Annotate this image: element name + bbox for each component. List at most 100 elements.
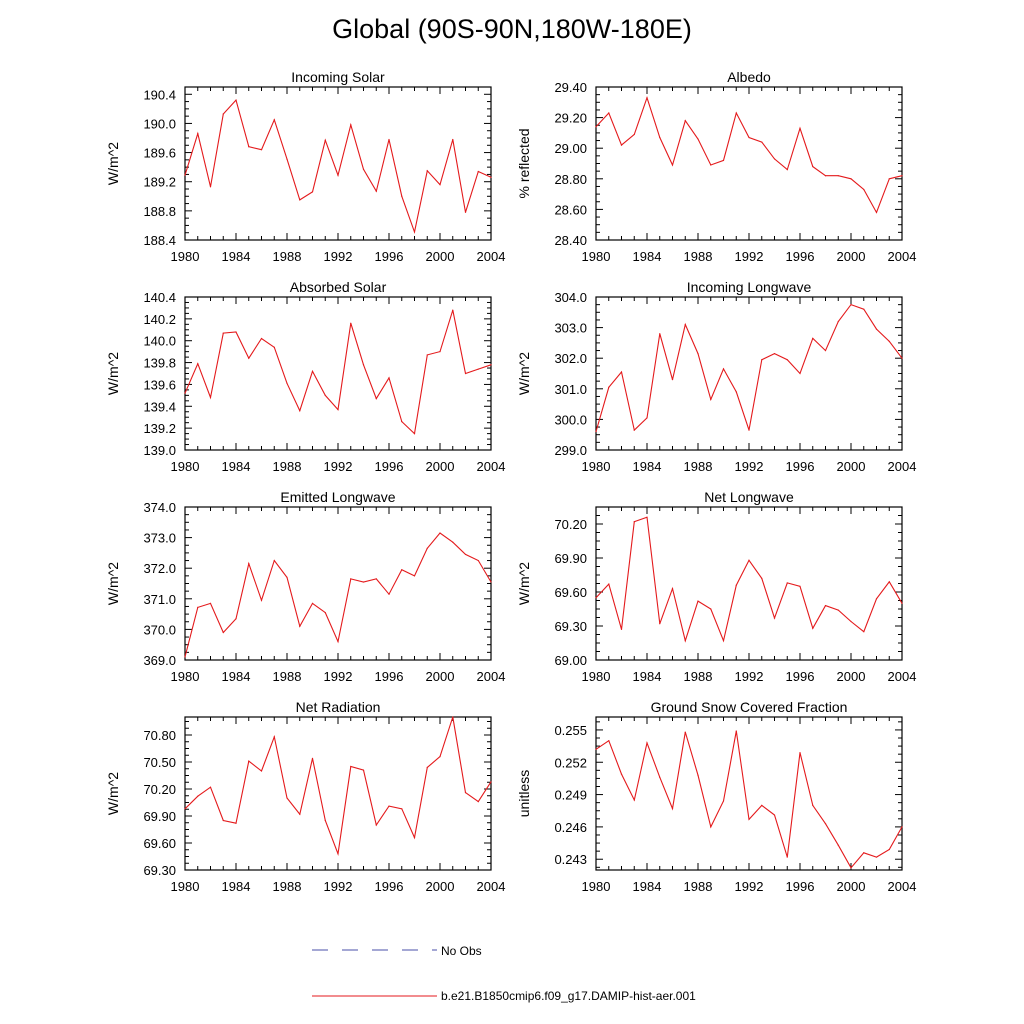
y-axis-label: unitless <box>516 770 532 817</box>
data-point <box>401 808 403 810</box>
y-tick-label: 28.60 <box>554 202 587 217</box>
y-tick-label: 189.6 <box>143 146 176 161</box>
data-point <box>888 581 890 583</box>
y-tick-label: 70.20 <box>554 517 587 532</box>
data-point <box>824 175 827 177</box>
series-line <box>184 716 492 856</box>
y-tick-label: 0.249 <box>554 788 587 803</box>
data-point <box>311 370 314 372</box>
data-point <box>863 308 865 310</box>
y-tick-label: 139.0 <box>143 443 176 458</box>
data-point <box>248 760 250 762</box>
data-point <box>710 608 712 610</box>
plot-frame <box>184 86 492 241</box>
data-point <box>633 521 635 523</box>
x-tick-label: 2004 <box>888 249 917 264</box>
data-point <box>362 364 365 366</box>
x-tick-label: 1984 <box>633 459 662 474</box>
panel-2: Albedo % reflected 1980 1984 1988 1992 1996 200… <box>516 69 916 264</box>
data-point <box>184 392 186 394</box>
data-point <box>761 141 763 143</box>
data-point <box>375 824 377 826</box>
x-tick-label: 1996 <box>375 879 404 894</box>
data-point <box>235 618 237 620</box>
data-point <box>595 597 597 599</box>
data-point <box>464 211 467 213</box>
series-line <box>184 532 492 658</box>
y-tick-label: 28.80 <box>554 172 587 187</box>
data-point <box>595 126 597 128</box>
panel-title: Net Radiation <box>296 699 381 715</box>
data-point <box>286 382 288 384</box>
data-point <box>248 357 250 359</box>
y-tick-label: 139.2 <box>143 421 176 436</box>
y-tick-label: 69.90 <box>143 809 176 824</box>
data-point <box>439 184 441 186</box>
y-tick-label: 140.2 <box>143 312 176 327</box>
x-tick-label: 2000 <box>426 459 455 474</box>
data-point <box>299 410 301 412</box>
y-tick-label: 188.4 <box>143 233 176 248</box>
x-tick-label: 1996 <box>786 249 815 264</box>
legend-label-no-obs: No Obs <box>441 944 482 958</box>
series-line <box>595 95 903 214</box>
legend-label-case: b.e21.B1850cmip6.f09_g17.DAMIP-hist-aer.… <box>441 989 696 1003</box>
panel-1: Incoming Solar W/m^2 1980 1984 1988 1992 1996 2… <box>105 69 505 264</box>
x-tick-label: 1996 <box>375 459 404 474</box>
y-tick-label: 29.40 <box>554 80 587 95</box>
data-point <box>273 736 275 738</box>
plot-frame <box>595 86 903 241</box>
data-point <box>684 640 686 642</box>
data-point <box>671 807 674 810</box>
panel-8: Ground Snow Covered Fraction unitless 1980… <box>516 699 916 894</box>
data-point <box>799 751 801 754</box>
data-point <box>260 149 263 151</box>
data-point <box>786 359 788 361</box>
data-point <box>248 563 250 565</box>
data-point <box>413 837 416 839</box>
data-point <box>375 190 377 192</box>
data-point <box>735 391 737 393</box>
x-tick-label: 1988 <box>684 459 713 474</box>
data-point <box>671 588 674 590</box>
x-tick-label: 1988 <box>273 669 302 684</box>
data-point <box>901 826 903 828</box>
x-tick-label: 2004 <box>477 459 506 474</box>
data-point <box>388 377 390 379</box>
data-point <box>197 606 199 608</box>
data-point <box>735 112 737 114</box>
data-point <box>477 801 479 803</box>
data-point <box>235 331 237 333</box>
data-point <box>197 363 199 365</box>
data-point <box>901 357 903 359</box>
x-tick-label: 1996 <box>375 249 404 264</box>
data-point <box>324 394 326 396</box>
x-tick-label: 1988 <box>684 879 713 894</box>
data-point <box>837 175 839 177</box>
data-point <box>812 337 814 339</box>
data-point <box>875 598 878 600</box>
data-point <box>350 124 352 126</box>
data-point <box>184 808 186 810</box>
x-tick-label: 1988 <box>273 249 302 264</box>
data-point <box>299 625 301 627</box>
data-point <box>646 97 648 99</box>
data-point <box>799 372 801 375</box>
data-point <box>901 602 903 604</box>
data-point <box>697 774 699 776</box>
data-point <box>375 398 377 400</box>
data-point <box>773 158 776 160</box>
y-axis-label: W/m^2 <box>516 352 532 395</box>
legend: No Obs b.e21.B1850cmip6.f09_g17.DAMIP-his… <box>312 944 696 1003</box>
series-line <box>595 730 903 869</box>
data-point <box>608 112 610 114</box>
data-point <box>184 656 186 658</box>
y-tick-label: 140.0 <box>143 334 176 349</box>
data-point <box>671 164 674 166</box>
x-tick-label: 2000 <box>837 249 866 264</box>
data-point <box>209 786 212 788</box>
data-point <box>311 602 314 604</box>
data-point <box>452 138 454 141</box>
y-tick-label: 301.0 <box>554 382 587 397</box>
data-point <box>324 819 326 822</box>
